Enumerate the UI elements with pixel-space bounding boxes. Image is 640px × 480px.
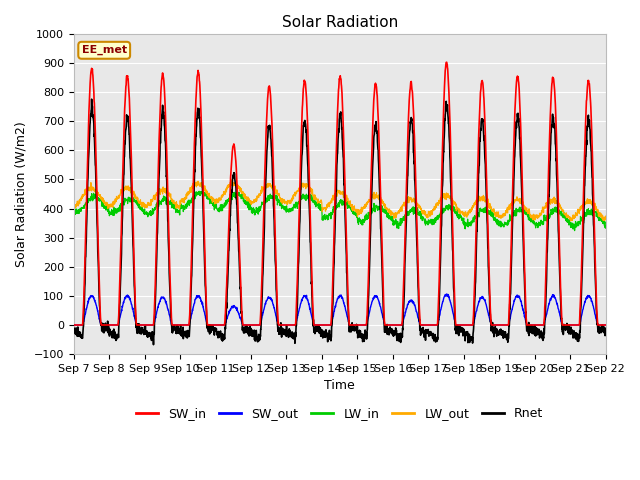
- Rnet: [602, 332, 609, 338]
- SW_out: [70, 322, 77, 328]
- LW_out: [570, 213, 578, 218]
- SW_out: [367, 304, 374, 310]
- SW_in: [494, 322, 502, 328]
- SW_in: [367, 204, 374, 209]
- SW_out: [602, 322, 609, 328]
- Line: SW_out: SW_out: [74, 294, 605, 325]
- Y-axis label: Solar Radiation (W/m2): Solar Radiation (W/m2): [15, 121, 28, 267]
- Legend: SW_in, SW_out, LW_in, LW_out, Rnet: SW_in, SW_out, LW_in, LW_out, Rnet: [131, 402, 548, 425]
- SW_in: [70, 322, 77, 328]
- SW_out: [443, 291, 451, 297]
- LW_in: [70, 207, 77, 213]
- LW_in: [555, 207, 563, 213]
- SW_out: [355, 322, 363, 328]
- SW_out: [494, 322, 502, 328]
- SW_out: [218, 322, 226, 328]
- LW_in: [200, 187, 207, 193]
- LW_out: [494, 209, 502, 215]
- LW_in: [494, 217, 502, 223]
- Rnet: [495, 332, 502, 338]
- Line: SW_in: SW_in: [74, 62, 605, 325]
- X-axis label: Time: Time: [324, 379, 355, 392]
- LW_out: [567, 218, 575, 224]
- SW_in: [570, 322, 577, 328]
- Line: Rnet: Rnet: [74, 99, 605, 345]
- LW_out: [70, 203, 77, 209]
- Rnet: [88, 96, 95, 102]
- Rnet: [219, 338, 227, 344]
- Rnet: [570, 335, 578, 340]
- Rnet: [556, 248, 563, 254]
- Title: Solar Radiation: Solar Radiation: [282, 15, 398, 30]
- LW_out: [355, 212, 363, 217]
- LW_in: [218, 204, 226, 210]
- SW_in: [218, 322, 226, 328]
- LW_in: [355, 219, 363, 225]
- LW_out: [228, 177, 236, 182]
- LW_in: [367, 211, 374, 216]
- LW_in: [571, 228, 579, 233]
- Rnet: [355, 331, 363, 337]
- LW_in: [602, 225, 609, 231]
- SW_out: [555, 307, 563, 313]
- LW_out: [218, 192, 226, 198]
- SW_in: [555, 219, 563, 225]
- Line: LW_out: LW_out: [74, 180, 605, 221]
- SW_in: [443, 60, 451, 65]
- SW_out: [570, 322, 577, 328]
- Line: LW_in: LW_in: [74, 190, 605, 230]
- SW_in: [602, 322, 609, 328]
- Rnet: [150, 342, 157, 348]
- Text: EE_met: EE_met: [82, 45, 127, 55]
- LW_out: [602, 213, 609, 219]
- Rnet: [70, 327, 77, 333]
- LW_out: [555, 204, 563, 210]
- Rnet: [367, 214, 374, 219]
- LW_in: [570, 222, 577, 228]
- LW_out: [367, 196, 374, 202]
- SW_in: [355, 322, 363, 328]
